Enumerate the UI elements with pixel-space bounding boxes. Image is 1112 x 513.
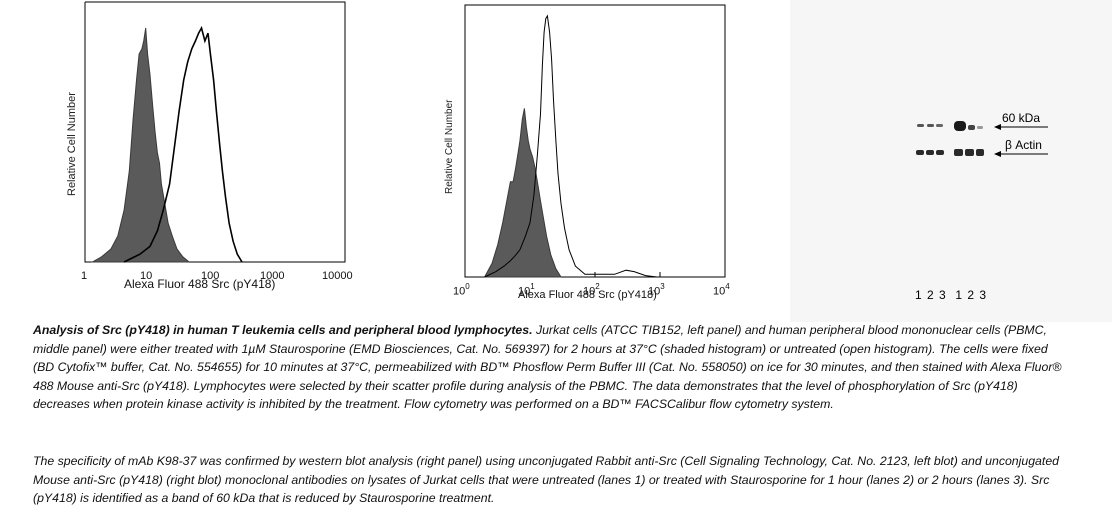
- x-tick-label: 103: [648, 282, 665, 298]
- wb-arrows: [994, 124, 1048, 157]
- x-tick-label: 101: [518, 282, 535, 298]
- western-blot-panel: 60 kDa β Actin 1 2 3 1 2 3: [790, 0, 1112, 322]
- shaded-histogram-treated: [484, 108, 562, 278]
- x-tick-label: 10000: [322, 270, 353, 282]
- jurkat-histogram: [84, 1, 346, 263]
- wb-band: [954, 149, 963, 156]
- x-tick-label: 1: [81, 270, 88, 282]
- wb-band: [936, 124, 943, 127]
- plot-frame: [84, 1, 346, 263]
- caption-title: Analysis of Src (pY418) in human T leuke…: [33, 323, 533, 337]
- wb-band: [927, 124, 934, 127]
- wb-band: [965, 149, 974, 156]
- x-tick-label: 100: [453, 282, 470, 298]
- wb-band: [954, 121, 966, 131]
- wb-band: [968, 125, 975, 130]
- x-axis-label: Alexa Fluor 488 Src (pY418): [518, 289, 657, 301]
- y-axis-label: Relative Cell Number: [66, 92, 78, 196]
- x-tick-label: 100: [201, 270, 220, 282]
- open-histogram-untreated: [484, 14, 658, 278]
- marker-60kda-label: 60 kDa: [1002, 111, 1041, 125]
- x-tick-label: 102: [583, 282, 600, 298]
- jurkat-histogram-panel: Relative Cell Number 1 10 100 1000 10000…: [0, 0, 360, 300]
- caption-body: Jurkat cells (ATCC TIB152, left panel) a…: [33, 323, 1062, 412]
- x-tick-label: 10: [140, 270, 153, 282]
- marker-beta-actin-label: β Actin: [1005, 138, 1042, 152]
- x-axis-label: Alexa Fluor 488 Src (pY418): [124, 277, 276, 291]
- x-tick-label: 1000: [260, 270, 285, 282]
- lane-numbers: 1 2 3 1 2 3: [915, 288, 988, 302]
- pbmc-histogram-panel: Relative Cell Number 100 101 102 103 104…: [430, 0, 760, 310]
- shaded-histogram-treated: [90, 27, 190, 263]
- wb-band: [977, 126, 983, 129]
- x-tick-label: 104: [713, 282, 730, 298]
- figure-caption-2: The specificity of mAb K98-37 was confir…: [33, 454, 1059, 506]
- y-axis-label: Relative Cell Number: [444, 99, 455, 194]
- wb-band: [936, 150, 944, 155]
- wb-band: [926, 150, 934, 155]
- pbmc-histogram: [464, 4, 726, 278]
- figure-caption-1: Analysis of Src (pY418) in human T leuke…: [33, 321, 1063, 414]
- open-histogram-untreated: [123, 25, 243, 263]
- wb-band: [976, 149, 984, 156]
- wb-band: [917, 124, 924, 127]
- wb-band: [916, 150, 924, 155]
